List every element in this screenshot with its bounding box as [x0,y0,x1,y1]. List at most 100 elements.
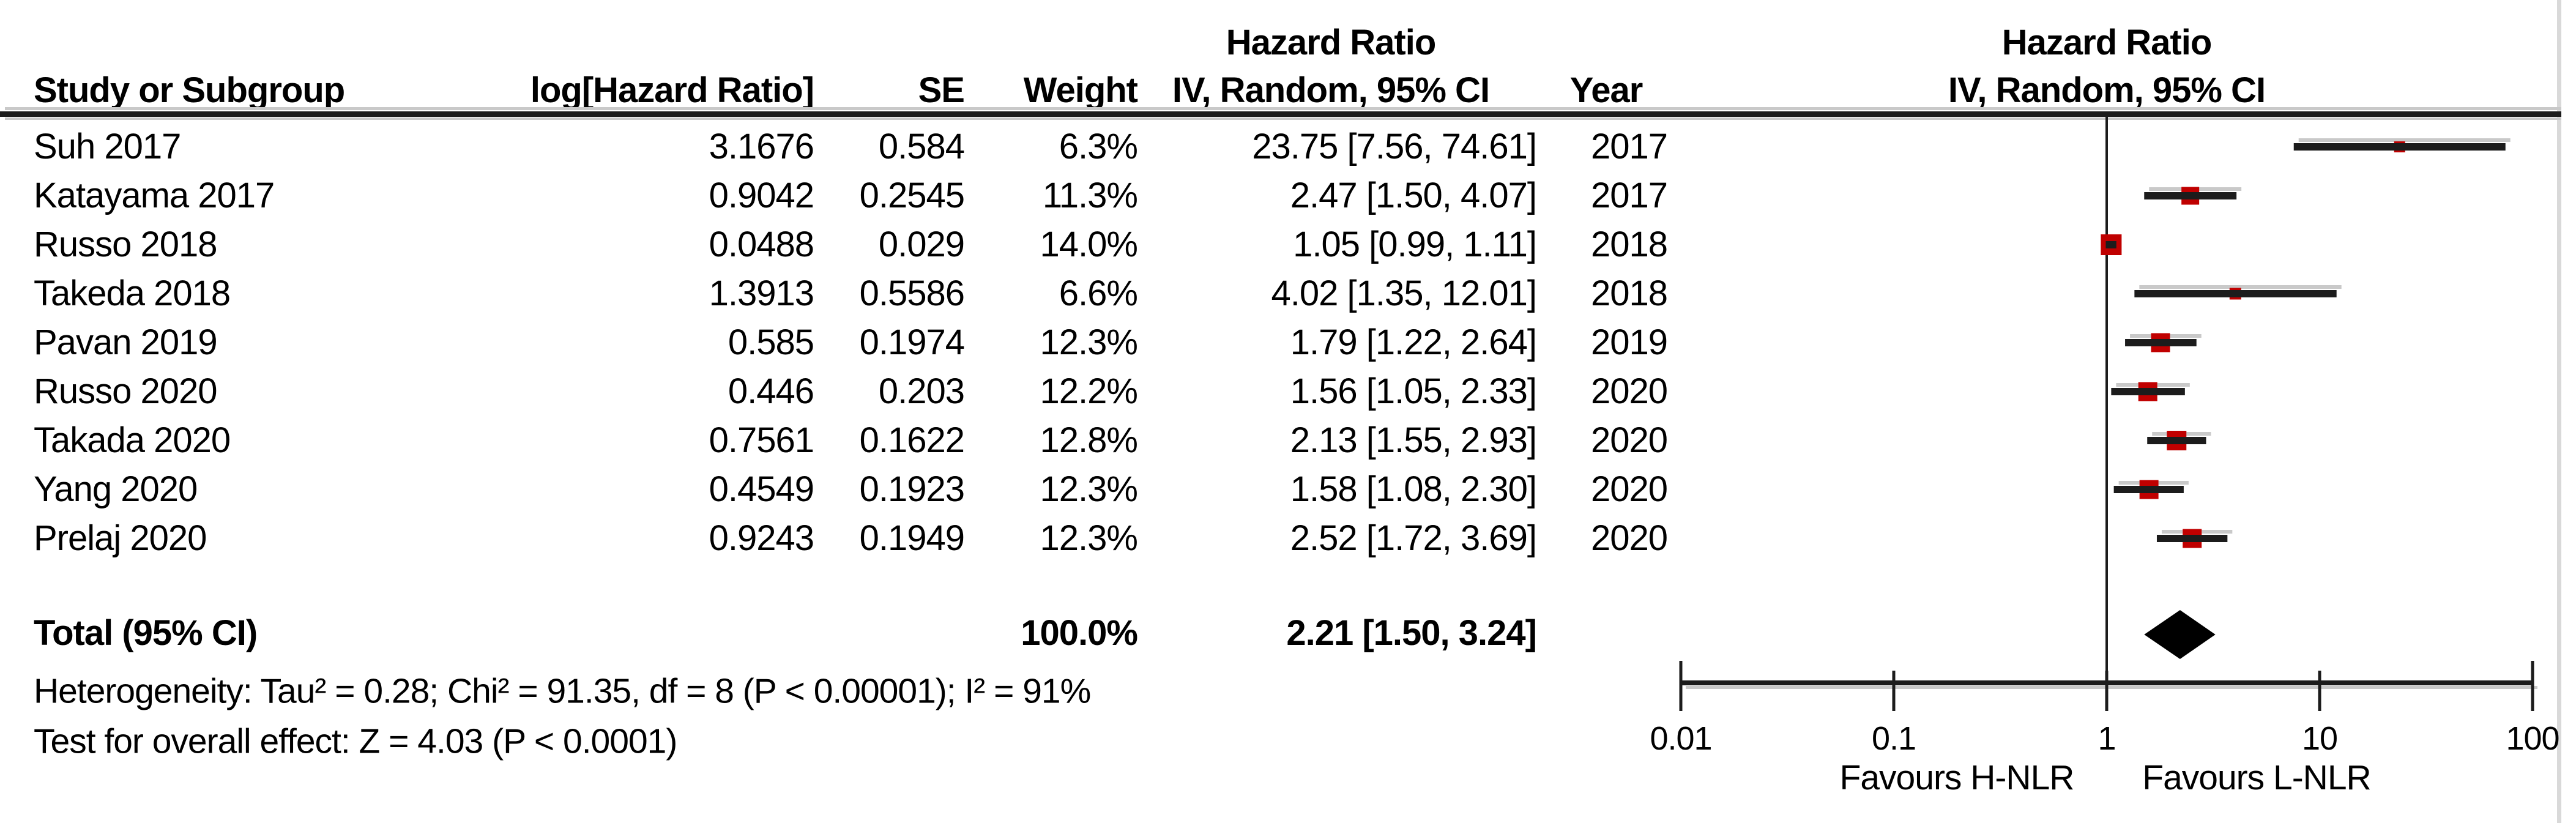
favours-right-label: Favours L-NLR [2142,758,2370,797]
ci-bar [2293,143,2506,151]
col-header-year: Year [1569,70,1644,110]
weight-cell: 12.3% [1040,322,1138,362]
axis-tick-label: 1 [2098,720,2115,757]
weight-cell: 12.8% [1040,420,1138,460]
header-rule-shadow-bottom [5,117,2561,120]
year-cell: 2020 [1590,371,1668,411]
study-name-cell: Pavan 2019 [34,322,218,362]
study-name-cell: Takada 2020 [34,420,231,460]
weight-cell: 12.2% [1040,371,1138,411]
col-header-log-hr: log[Hazard Ratio] [530,70,814,110]
overall-effect-note: Test for overall effect: Z = 4.03 (P < 0… [34,721,677,761]
col-header-study: Study or Subgroup [34,70,345,110]
log-hr-cell: 0.7561 [709,420,814,460]
se-cell: 0.1974 [859,322,965,362]
se-cell: 0.5586 [859,274,965,313]
axis-tick [2318,671,2321,711]
study-name-cell: Prelaj 2020 [34,518,207,558]
effect-ci-cell: 23.75 [7.56, 74.61] [1252,127,1537,166]
effect-ci-cell: 2.13 [1.55, 2.93] [1290,420,1537,460]
study-name-cell: Katayama 2017 [34,176,275,215]
weight-cell: 11.3% [1042,176,1138,215]
total-effect-cell: 2.21 [1.50, 3.24] [1286,613,1537,653]
year-cell: 2017 [1590,176,1668,215]
ci-bar [2134,290,2337,297]
heterogeneity-note: Heterogeneity: Tau² = 0.28; Chi² = 91.35… [34,671,1091,711]
x-axis-shadow [1686,686,2537,689]
ci-bar [2147,437,2206,444]
axis-tick-label: 0.1 [1872,720,1916,757]
study-name-cell: Russo 2018 [34,225,218,264]
study-name-cell: Russo 2020 [34,371,218,411]
se-cell: 0.1923 [859,469,965,509]
ci-bar-shadow [2298,138,2511,142]
axis-tick-label: 10 [2302,720,2337,757]
year-cell: 2019 [1590,322,1668,362]
header-rule-shadow-top [5,107,2561,110]
year-cell: 2020 [1590,469,1668,509]
log-hr-cell: 0.4549 [709,469,814,509]
year-cell: 2020 [1590,518,1668,558]
total-row-label: Total (95% CI) [34,613,258,653]
plot-header-effect-group: Hazard Ratio [2001,23,2213,62]
col-header-effect-group: Hazard Ratio [1226,23,1437,62]
study-name-cell: Yang 2020 [34,469,198,509]
axis-tick [1892,671,1896,711]
se-cell: 0.1622 [859,420,965,460]
weight-cell: 14.0% [1040,225,1138,264]
effect-ci-cell: 2.47 [1.50, 4.07] [1290,176,1537,215]
effect-ci-cell: 1.79 [1.22, 2.64] [1290,322,1537,362]
se-cell: 0.584 [878,127,965,166]
study-name-cell: Suh 2017 [34,127,181,166]
se-cell: 0.1949 [859,518,965,558]
effect-ci-cell: 4.02 [1.35, 12.01] [1271,274,1537,313]
favours-left-label: Favours H-NLR [1840,758,2074,797]
weight-cell: 12.3% [1040,469,1138,509]
plot-header-effect: IV, Random, 95% CI [1948,70,2266,110]
log-hr-cell: 0.585 [728,322,814,362]
ci-bar [2105,241,2116,248]
year-cell: 2018 [1590,274,1668,313]
ci-bar [2125,339,2197,346]
year-cell: 2018 [1590,225,1668,264]
axis-tick [2531,661,2534,711]
year-cell: 2020 [1590,420,1668,460]
axis-tick-label: 0.01 [1650,720,1711,757]
col-header-se: SE [918,70,965,110]
effect-ci-cell: 1.58 [1.08, 2.30] [1290,469,1537,509]
weight-cell: 6.3% [1059,127,1138,166]
effect-ci-cell: 1.05 [0.99, 1.11] [1293,225,1537,264]
plot-right-border [2557,0,2561,823]
ci-bar-shadow [2139,285,2342,289]
log-hr-cell: 0.9243 [709,518,814,558]
axis-tick-label: 100 [2506,720,2559,757]
total-diamond [2144,610,2216,659]
ci-bar [2113,486,2184,493]
se-cell: 0.029 [878,225,965,264]
weight-cell: 6.6% [1059,274,1138,313]
ci-bar [2156,535,2228,542]
null-line [2105,117,2108,685]
log-hr-cell: 0.0488 [709,225,814,264]
log-hr-cell: 3.1676 [709,127,814,166]
se-cell: 0.2545 [859,176,965,215]
ci-bar [2111,388,2185,395]
col-header-weight: Weight [1023,70,1138,110]
log-hr-cell: 0.446 [728,371,814,411]
year-cell: 2017 [1590,127,1668,166]
ci-bar [2144,192,2237,199]
col-header-effect: IV, Random, 95% CI [1172,70,1490,110]
weight-cell: 12.3% [1040,518,1138,558]
header-rule [0,111,2561,117]
axis-tick [1679,661,1683,711]
axis-tick [2105,671,2109,711]
log-hr-cell: 0.9042 [709,176,814,215]
effect-ci-cell: 1.56 [1.05, 2.33] [1290,371,1537,411]
effect-ci-cell: 2.52 [1.72, 3.69] [1290,518,1537,558]
total-weight-cell: 100.0% [1021,613,1138,653]
log-hr-cell: 1.3913 [709,274,814,313]
se-cell: 0.203 [878,371,965,411]
study-name-cell: Takeda 2018 [34,274,231,313]
